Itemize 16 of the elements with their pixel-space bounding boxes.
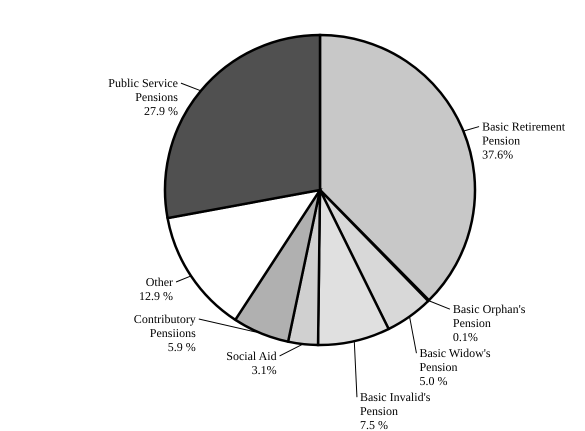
data-label: 7.5 % xyxy=(360,418,388,431)
data-label: 5.9 % xyxy=(168,340,196,354)
slice-label: Contributory Pensiions xyxy=(134,312,196,340)
slice-label: Other xyxy=(146,274,174,289)
data-label: 37.6% xyxy=(482,148,514,162)
slice-label: Basic Widow's Pension xyxy=(419,346,491,374)
slice-label: Public Service Pensions xyxy=(108,76,178,104)
data-label: 5.0 % xyxy=(419,374,448,388)
slice-label: Basic Orphan's Pension xyxy=(452,302,526,330)
data-label: 0.1% xyxy=(452,330,478,344)
slice-label: Basic Retirement Pension xyxy=(482,120,566,148)
slice-label: Basic Invalid's Pension xyxy=(360,390,431,418)
data-label: 27.9 % xyxy=(144,104,178,118)
data-label: 3.1% xyxy=(252,362,277,377)
data-label: 12.9 % xyxy=(139,288,174,303)
slice-label: Social Aid xyxy=(226,348,277,363)
